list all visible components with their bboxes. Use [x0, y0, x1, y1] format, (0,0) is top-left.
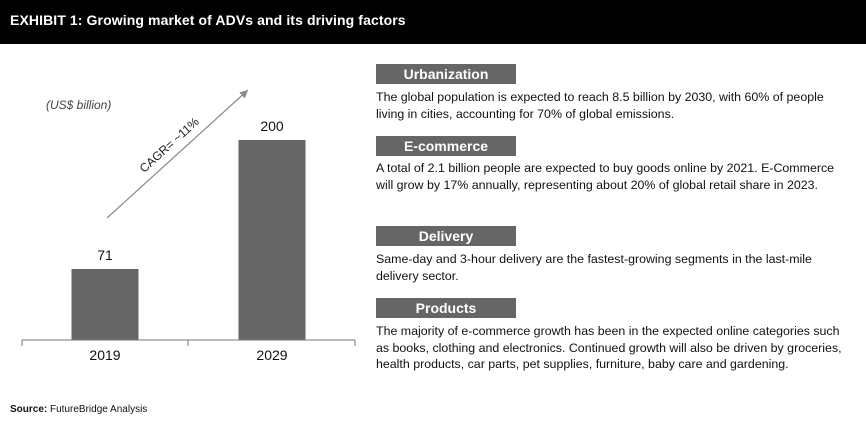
bar-2029: [238, 140, 306, 340]
data-label-2019: 71: [97, 247, 113, 263]
category-label-2019: 2019: [89, 347, 120, 363]
delivery-heading: Delivery: [376, 226, 516, 246]
cagr-annotation: CAGR= ~11%: [137, 114, 202, 175]
products-text: The majority of e-commerce growth has be…: [376, 324, 842, 371]
cagr-arrow-line: [106, 89, 249, 219]
source-text: FutureBridge Analysis: [50, 404, 148, 415]
ecommerce-heading: E-commerce: [376, 136, 516, 156]
products-heading: Products: [376, 298, 516, 318]
exhibit-title: EXHIBIT 1: Growing market of ADVs and it…: [10, 12, 406, 28]
bar-chart: 71 2019 200 2029 CAGR= ~11%: [21, 89, 356, 363]
cagr-arrow-head: [239, 90, 248, 99]
urbanization-heading: Urbanization: [376, 64, 516, 84]
exhibit-title-bar: EXHIBIT 1: Growing market of ADVs and it…: [0, 0, 866, 44]
data-label-2029: 200: [260, 118, 284, 134]
source-label: Source:: [10, 404, 48, 415]
source-note: Source: FutureBridge Analysis: [10, 404, 147, 415]
bar-2019: [71, 269, 139, 340]
ecommerce-text: A total of 2.1 billion people are expect…: [376, 161, 835, 192]
unit-label: (US$ billion): [46, 98, 112, 112]
category-label-2029: 2029: [256, 347, 287, 363]
delivery-text: Same-day and 3-hour delivery are the fas…: [376, 252, 812, 283]
urbanization-text: The global population is expected to rea…: [376, 90, 824, 121]
